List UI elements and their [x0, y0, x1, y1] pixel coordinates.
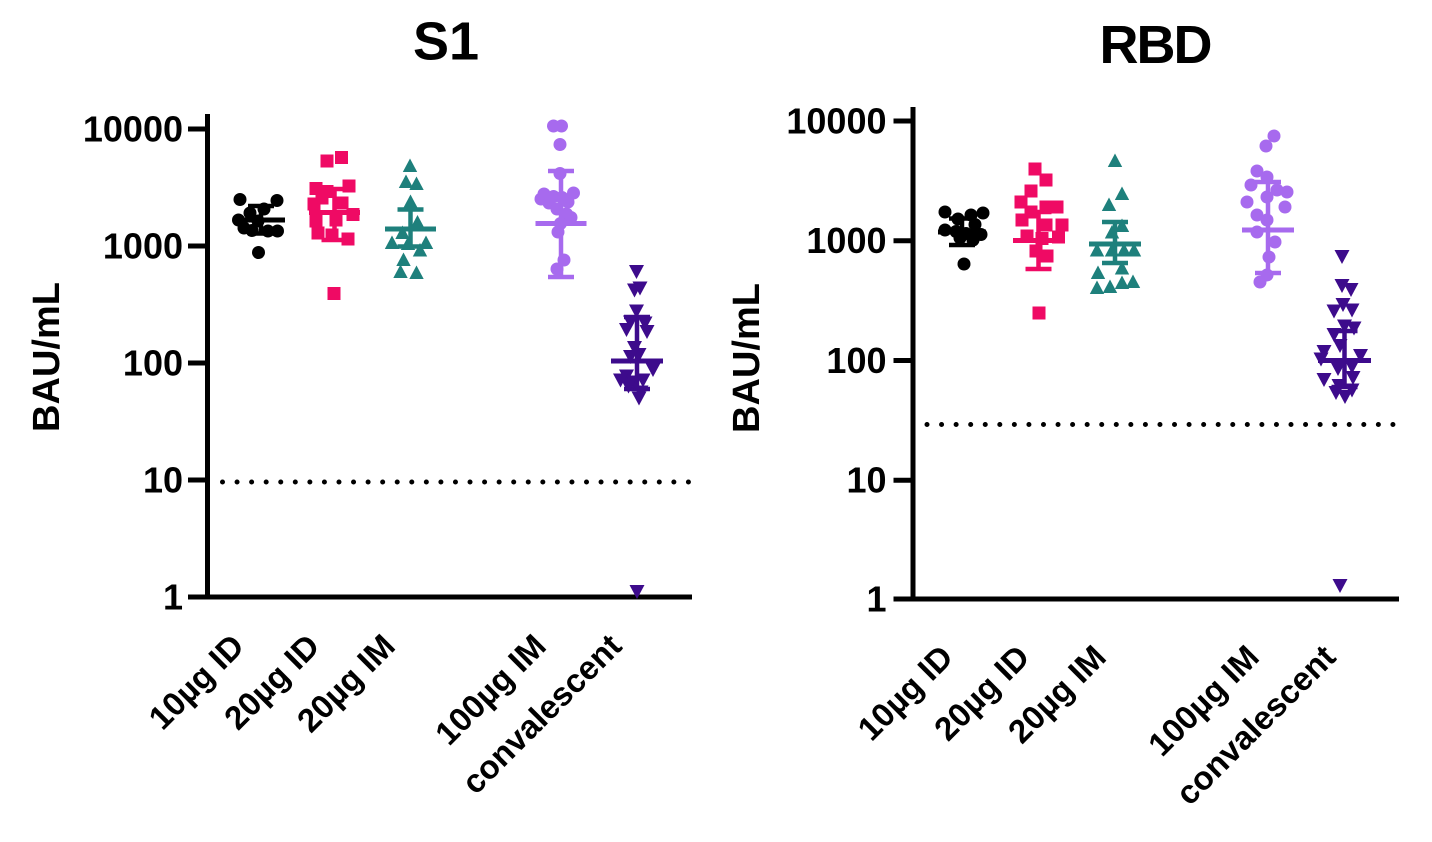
- svg-text:RBD: RBD: [1100, 15, 1211, 75]
- svg-text:1: 1: [163, 577, 183, 618]
- svg-text:100: 100: [123, 343, 183, 384]
- svg-text:100: 100: [826, 340, 886, 381]
- svg-text:10: 10: [143, 460, 183, 501]
- svg-text:BAU/mL: BAU/mL: [26, 282, 68, 432]
- svg-text:S1: S1: [413, 12, 479, 72]
- svg-text:1000: 1000: [806, 220, 886, 261]
- svg-text:10000: 10000: [786, 101, 886, 142]
- svg-text:1: 1: [866, 579, 886, 620]
- svg-text:10: 10: [846, 460, 886, 501]
- svg-text:10000: 10000: [83, 109, 183, 150]
- svg-text:1000: 1000: [103, 226, 183, 267]
- svg-text:BAU/mL: BAU/mL: [726, 283, 768, 433]
